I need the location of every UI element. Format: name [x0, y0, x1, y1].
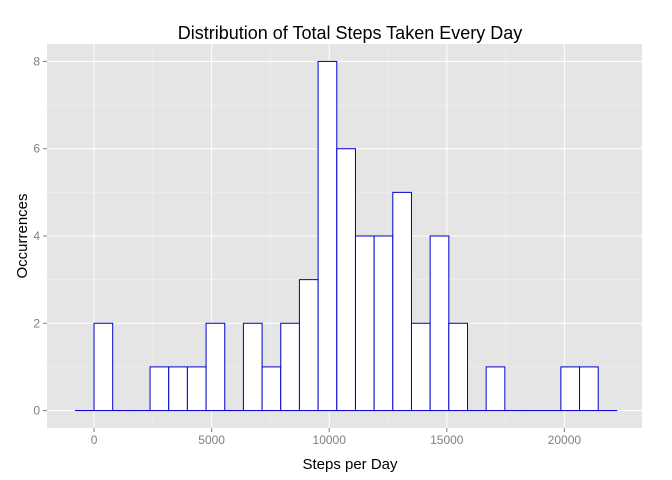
histogram-bar — [186, 366, 207, 412]
histogram-bar — [205, 322, 226, 412]
histogram-bar — [93, 322, 114, 412]
x-axis-ticks: 0 5000 10000 15000 20000 — [91, 428, 582, 447]
y-tick-label: 4 — [33, 229, 40, 243]
histogram-bar — [168, 366, 188, 412]
histogram-bar — [392, 191, 412, 412]
y-tick-label: 8 — [33, 54, 40, 68]
histogram-bar — [242, 322, 263, 412]
y-tick-label: 0 — [33, 404, 40, 418]
histogram-bar — [298, 279, 319, 412]
histogram-bar — [429, 235, 450, 412]
histogram-bar — [560, 366, 581, 412]
x-tick-label: 5000 — [198, 433, 225, 447]
x-tick-label: 10000 — [313, 433, 347, 447]
histogram-bar — [261, 366, 282, 412]
histogram-bar — [149, 366, 170, 412]
histogram-bar — [579, 366, 599, 412]
y-tick-label: 2 — [33, 316, 40, 330]
histogram-bar — [354, 235, 375, 412]
x-tick-label: 20000 — [548, 433, 582, 447]
x-tick-label: 15000 — [430, 433, 464, 447]
y-axis-title: Occurrences — [14, 193, 31, 278]
x-axis-title: Steps per Day — [302, 456, 398, 473]
histogram-bar — [280, 322, 300, 412]
histogram-bar — [485, 366, 506, 412]
histogram-bar — [410, 322, 431, 412]
x-tick-label: 0 — [91, 433, 98, 447]
y-axis-ticks: 0 2 4 6 8 — [33, 54, 47, 418]
y-tick-label: 6 — [33, 142, 40, 156]
histogram-bar — [373, 235, 394, 412]
chart-title: Distribution of Total Steps Taken Every … — [178, 23, 523, 43]
histogram-bars — [74, 60, 618, 412]
histogram-bar — [336, 148, 356, 412]
histogram-bar — [448, 322, 468, 412]
histogram-bar — [317, 60, 338, 412]
